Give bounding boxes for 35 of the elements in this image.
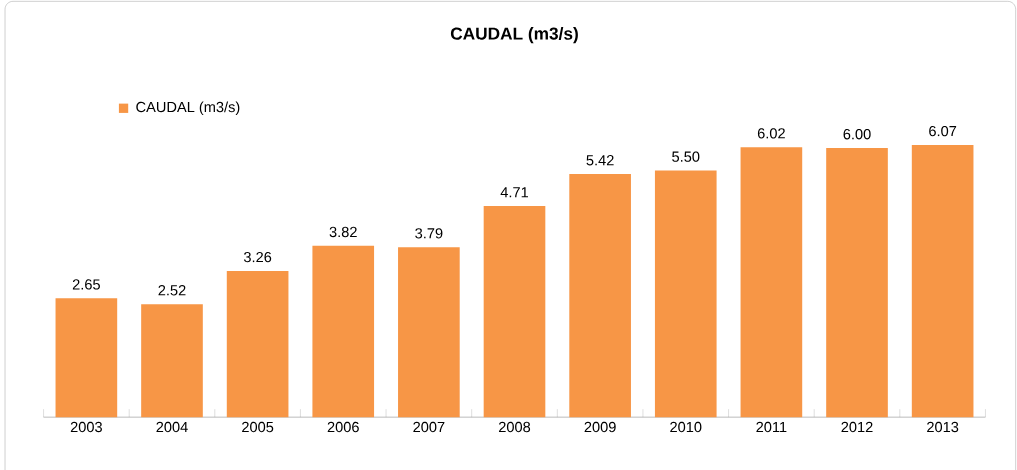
- x-tick-label: 2006: [327, 421, 359, 433]
- bar: [398, 247, 460, 417]
- bar: [911, 144, 974, 417]
- bar: [312, 245, 375, 417]
- x-tick-label: 2005: [242, 421, 274, 433]
- x-tick-label: 2004: [156, 421, 188, 433]
- x-tick-label: 2007: [413, 421, 445, 433]
- x-tick-label: 2008: [498, 421, 531, 433]
- bar: [654, 170, 717, 417]
- bar: [55, 298, 118, 417]
- data-label: 3.79: [415, 228, 443, 239]
- data-label: 6.07: [929, 125, 957, 137]
- data-label: 3.26: [243, 251, 272, 263]
- x-tick-label: 2011: [756, 421, 787, 433]
- x-tick-label: 2003: [70, 421, 102, 433]
- bar: [740, 147, 803, 417]
- bar: [569, 173, 631, 417]
- data-label: 2.65: [72, 279, 100, 290]
- bar: [226, 270, 289, 417]
- bar: [141, 303, 203, 417]
- data-label: 2.52: [158, 284, 186, 296]
- bar: [483, 205, 546, 417]
- data-label: 4.71: [500, 187, 529, 198]
- data-label: 3.82: [329, 226, 357, 238]
- x-tick-label: 2009: [584, 421, 616, 433]
- bar: [826, 147, 888, 417]
- legend-label: CAUDAL (m3/s): [136, 101, 240, 115]
- data-label: 6.00: [843, 128, 871, 140]
- data-label: 5.42: [586, 154, 614, 166]
- data-label: 6.02: [757, 128, 785, 139]
- x-tick-label: 2013: [927, 421, 959, 433]
- data-label: 5.50: [672, 151, 700, 162]
- x-tick-label: 2012: [841, 421, 873, 433]
- x-tick-label: 2010: [670, 421, 702, 433]
- chart-title: CAUDAL (m3/s): [450, 26, 578, 43]
